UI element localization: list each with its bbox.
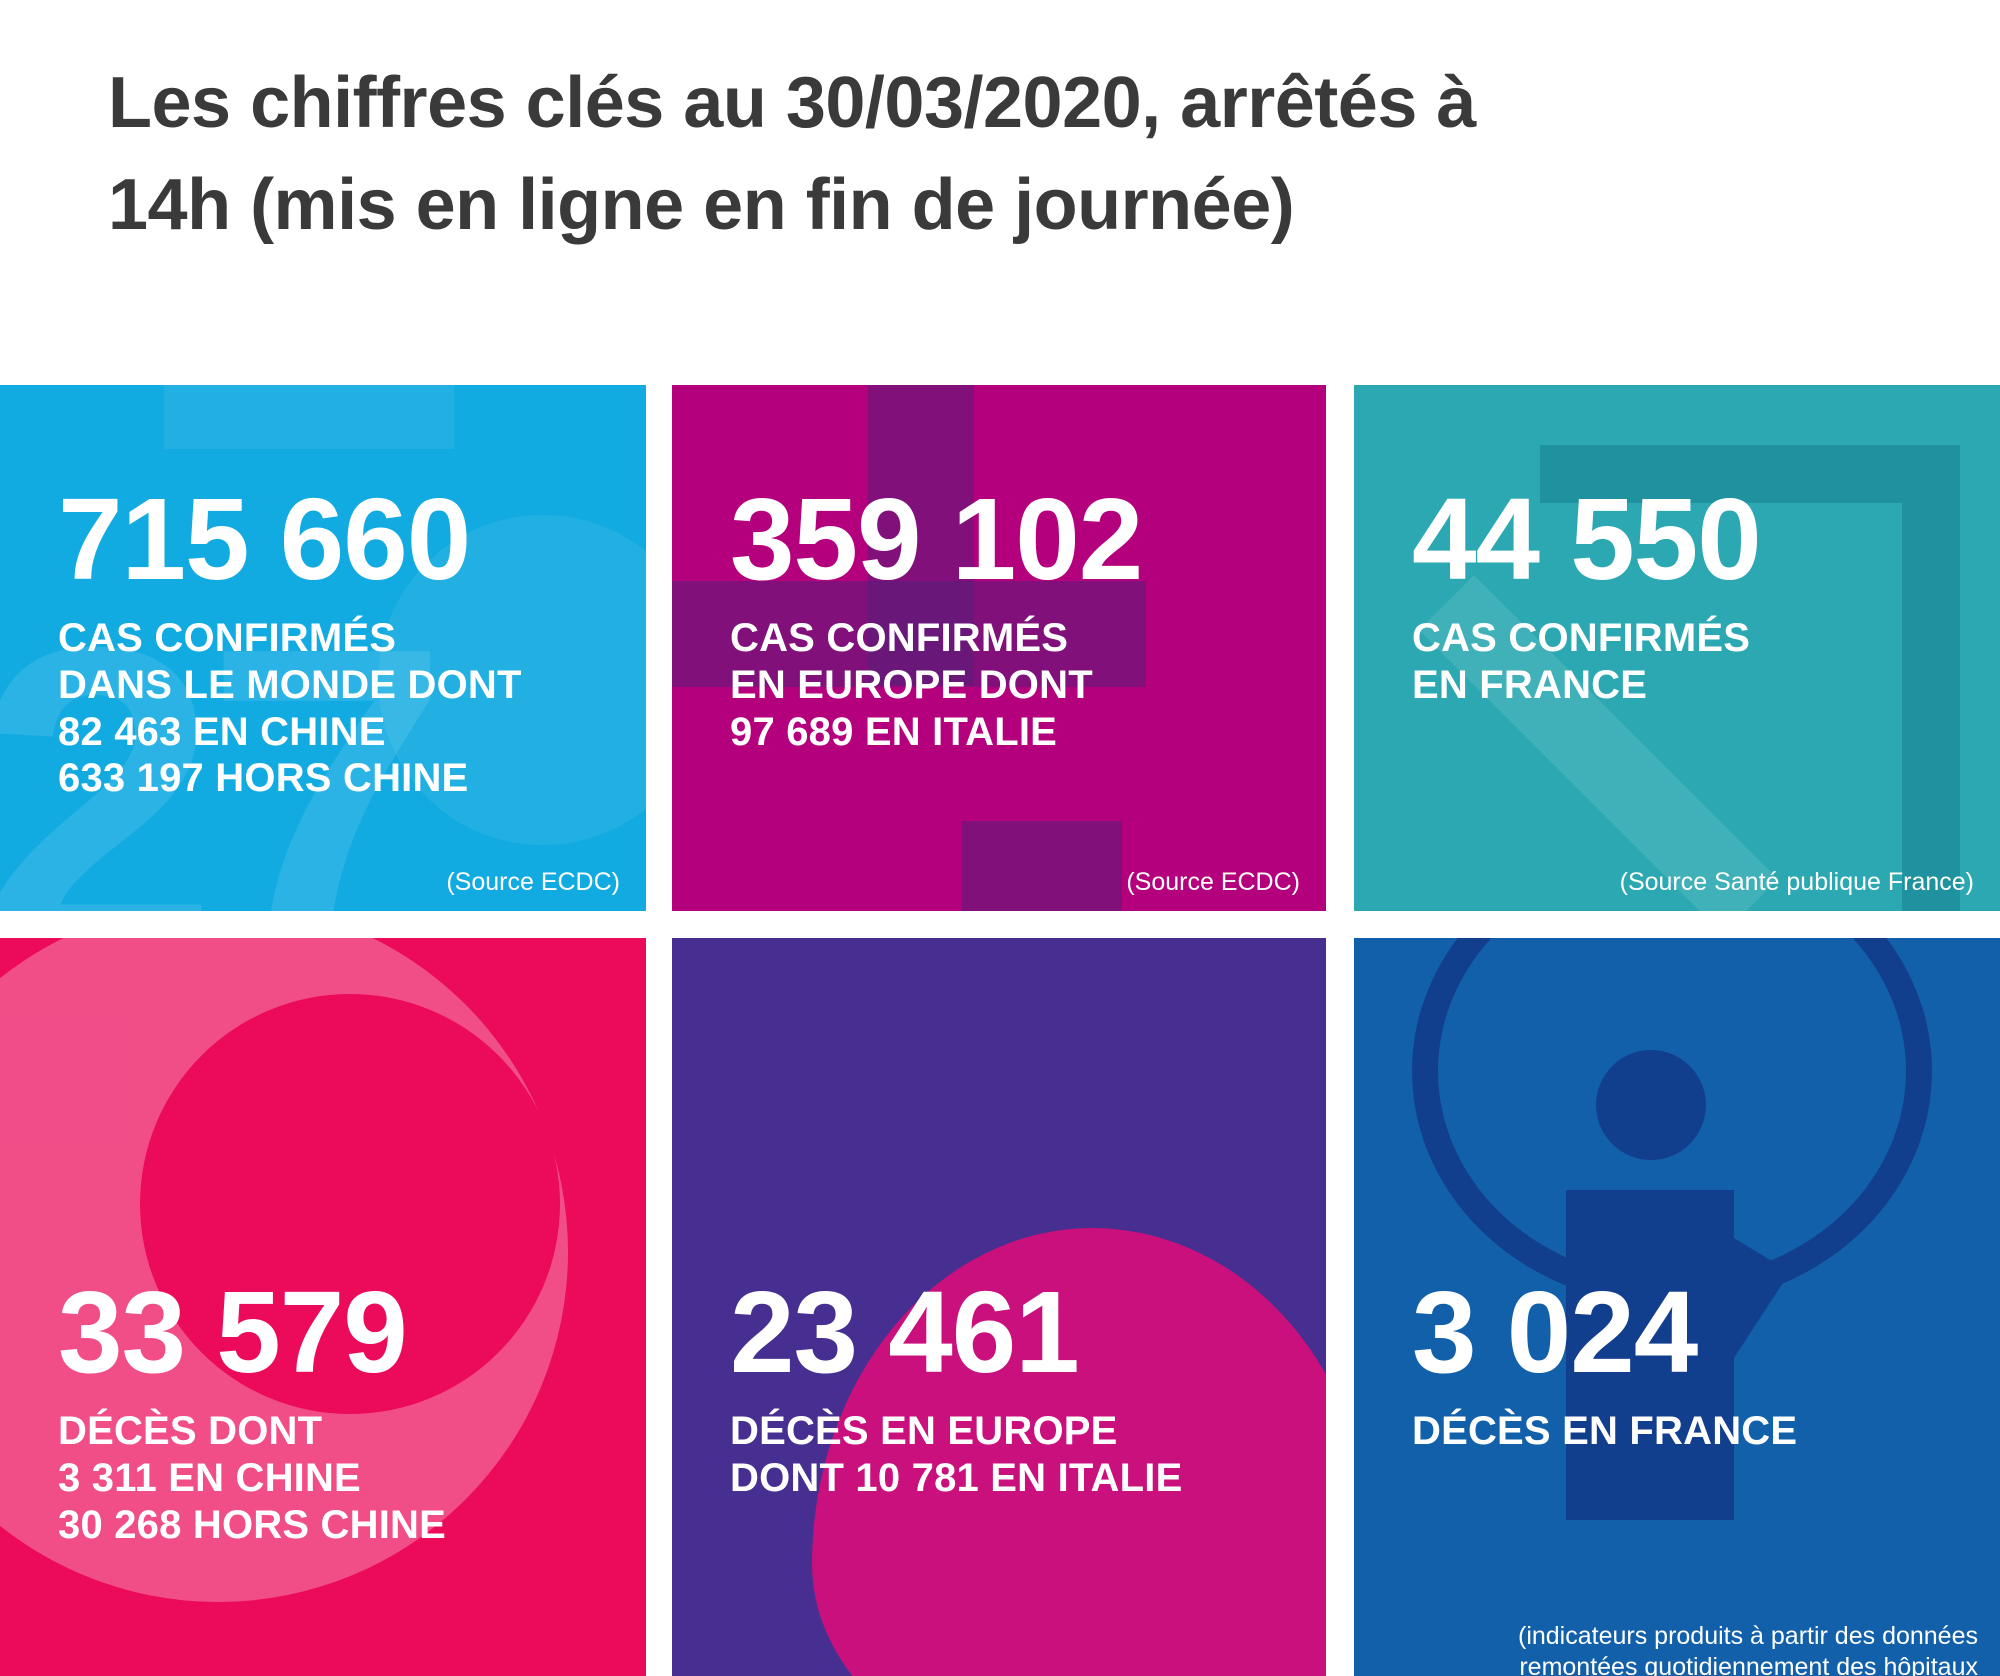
key-figures-grid: 27 715 660 CAS CONFIRMÉS DANS LE MONDE D… [0, 385, 2000, 1676]
stat-card-cases-france: 44 550 CAS CONFIRMÉS EN FRANCE (Source S… [1354, 385, 2000, 911]
stat-label: DÉCÈS EN FRANCE [1412, 1409, 1798, 1453]
stat-value: 359 102 [730, 474, 1143, 604]
stat-value: 44 550 [1412, 474, 1762, 604]
stat-value: 23 461 [730, 1267, 1080, 1397]
stat-card-deaths-world: 33 579 DÉCÈS DONT 3 311 EN CHINE 30 268 … [0, 938, 646, 1676]
stat-value: 715 660 [58, 474, 471, 604]
stat-footnote: (indicateurs produits à partir des donné… [1518, 1622, 1978, 1676]
page-title: Les chiffres clés au 30/03/2020, arrêtés… [108, 63, 1476, 246]
stat-source: (Source ECDC) [446, 868, 620, 896]
stat-source: (Source Santé publique France) [1619, 868, 1974, 896]
stat-value: 33 579 [58, 1267, 408, 1397]
stat-label: CAS CONFIRMÉS EN FRANCE [1412, 616, 1751, 707]
stat-source: (Source ECDC) [1126, 868, 1300, 896]
stat-label: CAS CONFIRMÉS DANS LE MONDE DONT 82 463 … [58, 616, 522, 801]
stat-label: DÉCÈS DONT 3 311 EN CHINE 30 268 HORS CH… [58, 1409, 446, 1547]
stat-card-cases-europe: 359 102 CAS CONFIRMÉS EN EUROPE DONT 97 … [672, 385, 1326, 911]
stat-card-cases-world: 27 715 660 CAS CONFIRMÉS DANS LE MONDE D… [0, 385, 646, 911]
stat-label: CAS CONFIRMÉS EN EUROPE DONT 97 689 EN I… [730, 616, 1093, 754]
stat-label: DÉCÈS EN EUROPE DONT 10 781 EN ITALIE [730, 1409, 1183, 1500]
stat-card-deaths-france: 3 024 DÉCÈS EN FRANCE (indicateurs produ… [1354, 938, 2000, 1676]
stat-value: 3 024 [1412, 1267, 1698, 1397]
stat-card-deaths-europe: 23 461 DÉCÈS EN EUROPE DONT 10 781 EN IT… [672, 938, 1326, 1676]
